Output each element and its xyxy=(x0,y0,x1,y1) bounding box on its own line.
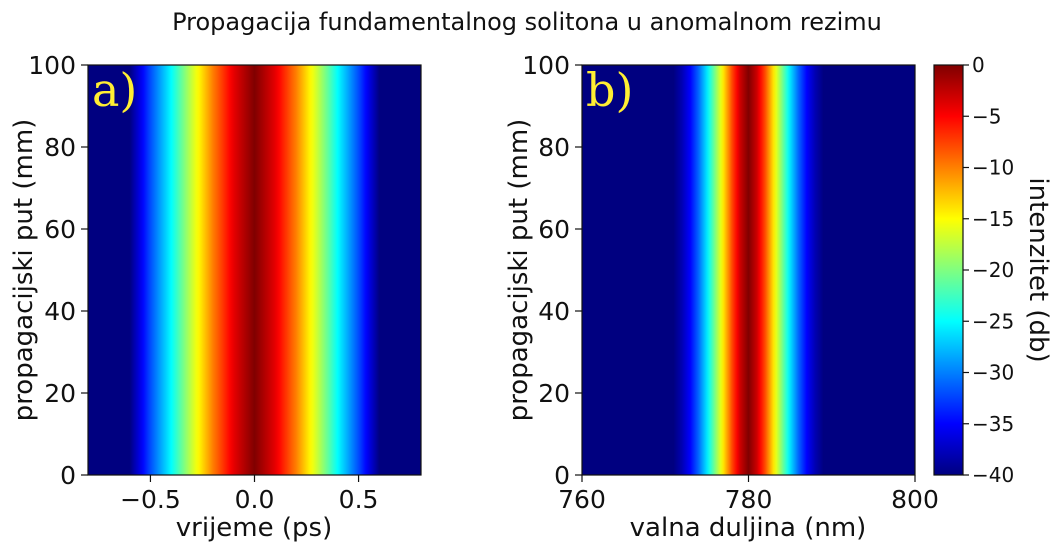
colorbar-tick-label: −5 xyxy=(972,104,1001,128)
y-ticks-a: 0 20 40 60 80 100 xyxy=(28,51,88,490)
y-tick-label: 0 xyxy=(554,461,570,490)
y-tick-label: 80 xyxy=(538,133,570,162)
x-tick-label: 760 xyxy=(558,485,606,514)
panel-letter-a: a) xyxy=(92,63,137,117)
y-axis-label-b: propagacijski put (mm) xyxy=(504,119,534,422)
x-axis-label-b: valna duljina (nm) xyxy=(630,513,867,543)
y-tick-label: 40 xyxy=(44,297,76,326)
y-tick-label: 80 xyxy=(44,133,76,162)
x-tick-label: −0.5 xyxy=(120,485,181,514)
colorbar-gradient xyxy=(933,64,964,476)
colorbar-tick-label: −40 xyxy=(972,463,1014,487)
y-tick-label: 60 xyxy=(44,215,76,244)
colorbar: 0 −5 −10 −15 −20 −25 −30 −35 −40 intenzitet (db) xyxy=(933,53,1053,487)
y-tick-label: 0 xyxy=(60,461,76,490)
y-tick-label: 40 xyxy=(538,297,570,326)
heatmap-a-field xyxy=(88,65,421,475)
x-tick-label: 0.0 xyxy=(235,485,275,514)
x-tick-label: 0.5 xyxy=(339,485,379,514)
colorbar-tick-label: −35 xyxy=(972,412,1014,436)
y-tick-label: 20 xyxy=(538,379,570,408)
x-axis-label-a: vrijeme (ps) xyxy=(176,513,332,543)
colorbar-ticks: 0 −5 −10 −15 −20 −25 −30 −35 −40 xyxy=(963,53,1014,487)
y-axis-label-a: propagacijski put (mm) xyxy=(9,119,39,422)
y-tick-label: 60 xyxy=(538,215,570,244)
panel-b-heatmap: 760 780 800 0 20 40 60 80 100 b) valna duljina … xyxy=(504,51,939,543)
colorbar-tick-label: 0 xyxy=(972,53,985,77)
x-tick-label: 800 xyxy=(891,485,939,514)
x-ticks-a: −0.5 0.0 0.5 xyxy=(120,475,378,514)
colorbar-tick-label: −15 xyxy=(972,207,1014,231)
colorbar-tick-label: −20 xyxy=(972,258,1014,282)
y-tick-label: 100 xyxy=(28,51,76,80)
x-ticks-b: 760 780 800 xyxy=(558,475,939,514)
y-tick-label: 20 xyxy=(44,379,76,408)
colorbar-tick-label: −10 xyxy=(972,156,1014,180)
colorbar-label: intenzitet (db) xyxy=(1023,177,1053,362)
x-tick-label: 780 xyxy=(725,485,773,514)
y-ticks-b: 0 20 40 60 80 100 xyxy=(522,51,582,490)
heatmap-b-field xyxy=(582,65,915,475)
y-tick-label: 100 xyxy=(522,51,570,80)
colorbar-tick-label: −25 xyxy=(972,309,1014,333)
colorbar-tick-label: −30 xyxy=(972,361,1014,385)
panel-letter-b: b) xyxy=(586,63,633,117)
figure-title: Propagacija fundamentalnog solitona u an… xyxy=(172,8,882,36)
